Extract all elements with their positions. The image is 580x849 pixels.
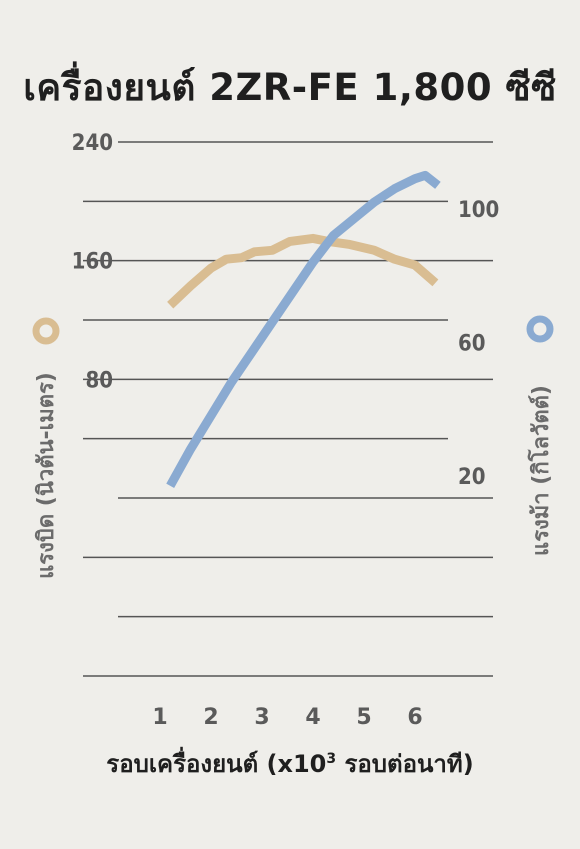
left-axis-label: แรงบิด (นิวตัน-เมตร) <box>27 372 62 579</box>
x-tick-label: 1 <box>152 705 167 730</box>
x-axis-label: รอบเครื่องยนต์ (x103 รอบต่อนาที) <box>0 744 580 783</box>
torque-legend-marker <box>32 317 60 345</box>
chart-title: เครื่องยนต์ 2ZR-FE 1,800 ซีซี <box>23 66 557 109</box>
x-axis-label-main: รอบเครื่องยนต์ (x10 <box>106 750 327 778</box>
x-tick-label: 3 <box>254 705 269 730</box>
left-tick-label: 160 <box>72 250 113 275</box>
right-tick-label: 100 <box>458 198 499 223</box>
x-tick-label: 5 <box>356 705 371 730</box>
right-axis-label-text: แรงม้า (กิโลวัตต์) <box>528 384 554 556</box>
left-tick-label: 240 <box>72 131 113 156</box>
right-axis-label: แรงม้า (กิโลวัตต์) <box>522 385 557 556</box>
left-tick-label: 80 <box>85 368 113 393</box>
torque-line <box>167 233 439 309</box>
x-axis-label-exponent: 3 <box>326 751 337 767</box>
right-tick-label: 60 <box>458 331 486 356</box>
x-tick-label: 6 <box>407 705 422 730</box>
power-legend-marker <box>526 315 554 343</box>
x-tick-label: 4 <box>305 705 320 730</box>
right-tick-label: 20 <box>458 465 486 490</box>
x-axis-label-tail: รอบต่อนาที) <box>336 750 474 778</box>
x-tick-label: 2 <box>203 705 218 730</box>
left-axis-label-text: แรงบิด (นิวตัน-เมตร) <box>33 371 59 579</box>
power-line <box>166 170 441 488</box>
